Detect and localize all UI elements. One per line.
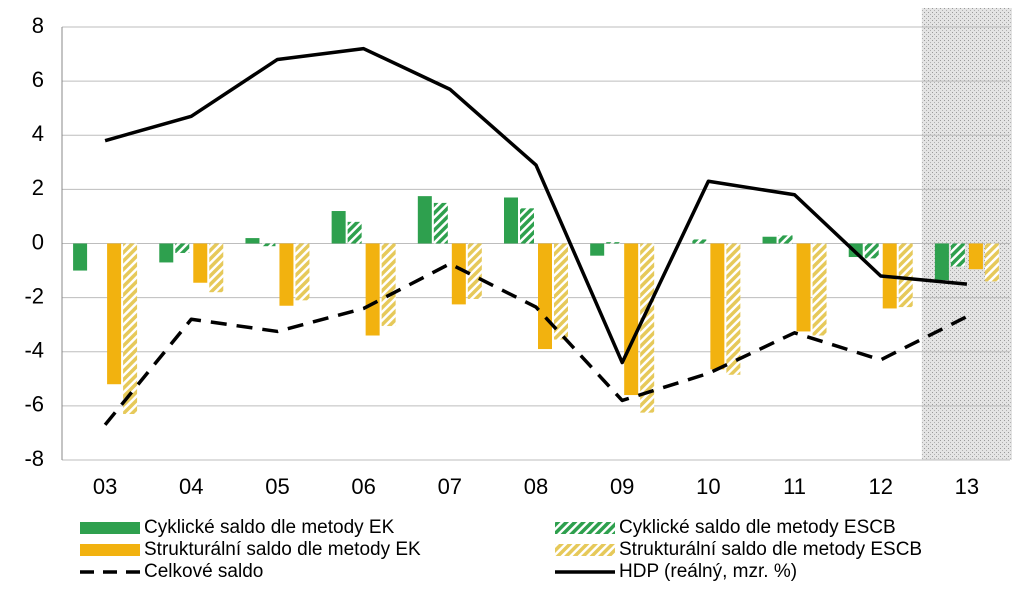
- bar: [467, 243, 482, 299]
- bar: [624, 243, 639, 396]
- bar: [193, 243, 208, 283]
- y-tick-label: 2: [32, 175, 44, 200]
- bar: [984, 243, 999, 282]
- bar: [606, 242, 621, 244]
- bar: [209, 243, 224, 293]
- bar: [123, 243, 138, 414]
- x-tick-label: 13: [955, 474, 979, 499]
- y-tick-label: 8: [32, 13, 44, 38]
- bar: [812, 243, 827, 336]
- bar: [73, 243, 88, 271]
- y-tick-label: -8: [24, 446, 44, 471]
- bar: [107, 243, 122, 385]
- x-tick-label: 04: [179, 474, 203, 499]
- bar: [417, 196, 432, 244]
- bar: [381, 243, 396, 327]
- x-tick-label: 07: [438, 474, 462, 499]
- bar: [762, 236, 777, 244]
- bar: [726, 243, 741, 375]
- y-tick-label: -4: [24, 338, 44, 363]
- bar: [504, 197, 518, 244]
- bar: [245, 238, 260, 244]
- x-tick-label: 12: [868, 474, 892, 499]
- bar: [934, 243, 949, 281]
- bar: [295, 243, 310, 301]
- x-tick-label: 05: [265, 474, 289, 499]
- legend-label: HDP (reálný, mzr. %): [619, 561, 797, 582]
- bar: [451, 243, 466, 305]
- x-tick-label: 08: [524, 474, 548, 499]
- y-tick-label: -6: [24, 392, 44, 417]
- legend-label: Cyklické saldo dle metody EK: [144, 517, 395, 538]
- x-tick-label: 03: [93, 474, 117, 499]
- legend-swatch: [80, 522, 140, 534]
- x-tick-label: 10: [696, 474, 720, 499]
- bar: [279, 243, 294, 306]
- y-tick-label: 4: [32, 121, 44, 146]
- bar: [590, 243, 605, 256]
- bar: [968, 243, 983, 270]
- y-tick-label: 6: [32, 67, 44, 92]
- bar: [864, 243, 879, 259]
- line: [103, 262, 968, 426]
- legend-label: Cyklické saldo dle metody ESCB: [619, 517, 896, 538]
- bar: [778, 235, 793, 244]
- forecast-shade: [921, 8, 1012, 460]
- bar: [331, 211, 346, 244]
- bar: [159, 243, 174, 263]
- bar: [433, 202, 448, 244]
- legend-label: Strukturální saldo dle metody EK: [144, 539, 421, 560]
- legend-swatch: [555, 544, 615, 556]
- legend-swatch: [80, 544, 140, 556]
- bar: [520, 208, 534, 244]
- x-tick-label: 09: [610, 474, 634, 499]
- bar: [554, 243, 568, 340]
- bar: [796, 243, 811, 332]
- x-tick-label: 11: [783, 474, 806, 499]
- bar: [640, 243, 655, 413]
- bar: [261, 243, 276, 247]
- line: [104, 46, 968, 365]
- bar: [538, 243, 552, 350]
- bar: [692, 239, 707, 244]
- bar: [365, 243, 380, 336]
- bar: [950, 243, 965, 267]
- y-tick-label: 0: [32, 229, 44, 254]
- y-tick-label: -2: [24, 283, 44, 308]
- legend-label: Celkové saldo: [144, 561, 263, 582]
- legend-label: Strukturální saldo dle metody ESCB: [619, 539, 922, 560]
- bar: [175, 243, 190, 253]
- legend-swatch: [555, 522, 615, 534]
- bar: [898, 243, 913, 308]
- bar: [710, 243, 725, 370]
- x-tick-label: 06: [351, 474, 375, 499]
- bar: [347, 221, 362, 244]
